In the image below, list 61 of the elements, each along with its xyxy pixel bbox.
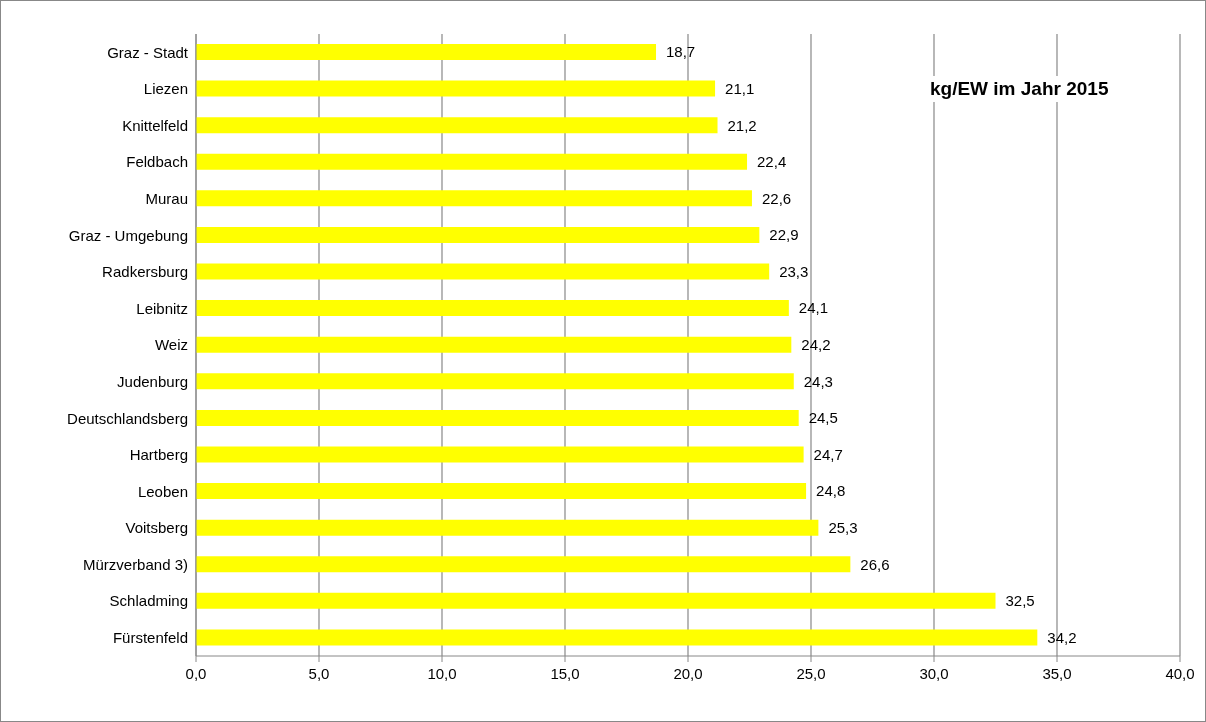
x-tick-label: 0,0 xyxy=(185,664,207,682)
data-label: 24,1 xyxy=(798,299,829,317)
bar xyxy=(196,409,799,426)
bar xyxy=(196,556,851,573)
data-label: 34,2 xyxy=(1047,628,1077,646)
y-tick-label: Weiz xyxy=(154,336,188,354)
y-tick-label: Deutschlandsberg xyxy=(67,409,188,427)
data-label: 25,3 xyxy=(828,518,858,536)
bar xyxy=(196,373,794,390)
data-label: 24,5 xyxy=(808,409,838,427)
data-label: 24,7 xyxy=(813,445,843,463)
data-label: 22,4 xyxy=(757,153,787,171)
y-tick-label: Judenburg xyxy=(117,372,188,390)
y-tick-label: Hartberg xyxy=(129,446,188,464)
y-tick-label: Leoben xyxy=(137,482,188,500)
y-tick-label: Schladming xyxy=(109,592,188,610)
data-label: 26,6 xyxy=(860,555,890,573)
bar xyxy=(196,446,804,463)
bar xyxy=(196,117,718,134)
bar xyxy=(196,592,996,609)
bar xyxy=(196,519,819,536)
bar xyxy=(196,483,807,500)
data-label: 21,1 xyxy=(725,79,755,97)
x-tick-label: 40,0 xyxy=(1165,664,1195,682)
x-tick-label: 10,0 xyxy=(427,664,457,682)
y-tick-label: Mürzverband 3) xyxy=(82,555,188,573)
y-tick-label: Graz - Umgebung xyxy=(68,226,188,244)
data-label: 24,2 xyxy=(801,336,831,354)
y-tick-label: Feldbach xyxy=(126,153,188,171)
y-tick-label: Leibnitz xyxy=(136,299,188,317)
y-tick-label: Fürstenfeld xyxy=(112,629,188,647)
x-tick-label: 35,0 xyxy=(1042,664,1072,682)
data-label: 21,2 xyxy=(727,116,757,134)
y-tick-label: Murau xyxy=(145,189,188,207)
bar xyxy=(196,336,792,353)
x-tick-label: 5,0 xyxy=(308,664,330,682)
data-label: 18,7 xyxy=(666,43,696,61)
y-tick-label: Knittelfeld xyxy=(122,116,188,134)
data-label: 23,3 xyxy=(779,262,809,280)
data-label: 32,5 xyxy=(1005,592,1035,610)
bar xyxy=(196,153,748,170)
bar xyxy=(196,226,760,243)
bar xyxy=(196,190,752,207)
data-label: 24,3 xyxy=(803,372,833,390)
y-tick-label: Voitsberg xyxy=(125,519,188,537)
x-tick-label: 30,0 xyxy=(919,664,949,682)
y-tick-label: Liezen xyxy=(143,80,188,98)
bar xyxy=(196,629,1038,646)
data-label: 22,9 xyxy=(769,226,799,244)
y-tick-label: Radkersburg xyxy=(102,263,188,281)
x-tick-label: 15,0 xyxy=(550,664,580,682)
data-label: 24,8 xyxy=(816,482,846,500)
bar xyxy=(196,80,716,97)
bar xyxy=(196,263,770,280)
y-tick-label: Graz - Stadt xyxy=(107,43,189,61)
x-tick-label: 25,0 xyxy=(796,664,826,682)
bar xyxy=(196,44,657,60)
text: kg/EW im Jahr 2015 xyxy=(926,76,1113,102)
x-tick-label: 20,0 xyxy=(673,664,703,682)
data-label: 22,6 xyxy=(761,189,792,207)
bar xyxy=(196,300,789,317)
